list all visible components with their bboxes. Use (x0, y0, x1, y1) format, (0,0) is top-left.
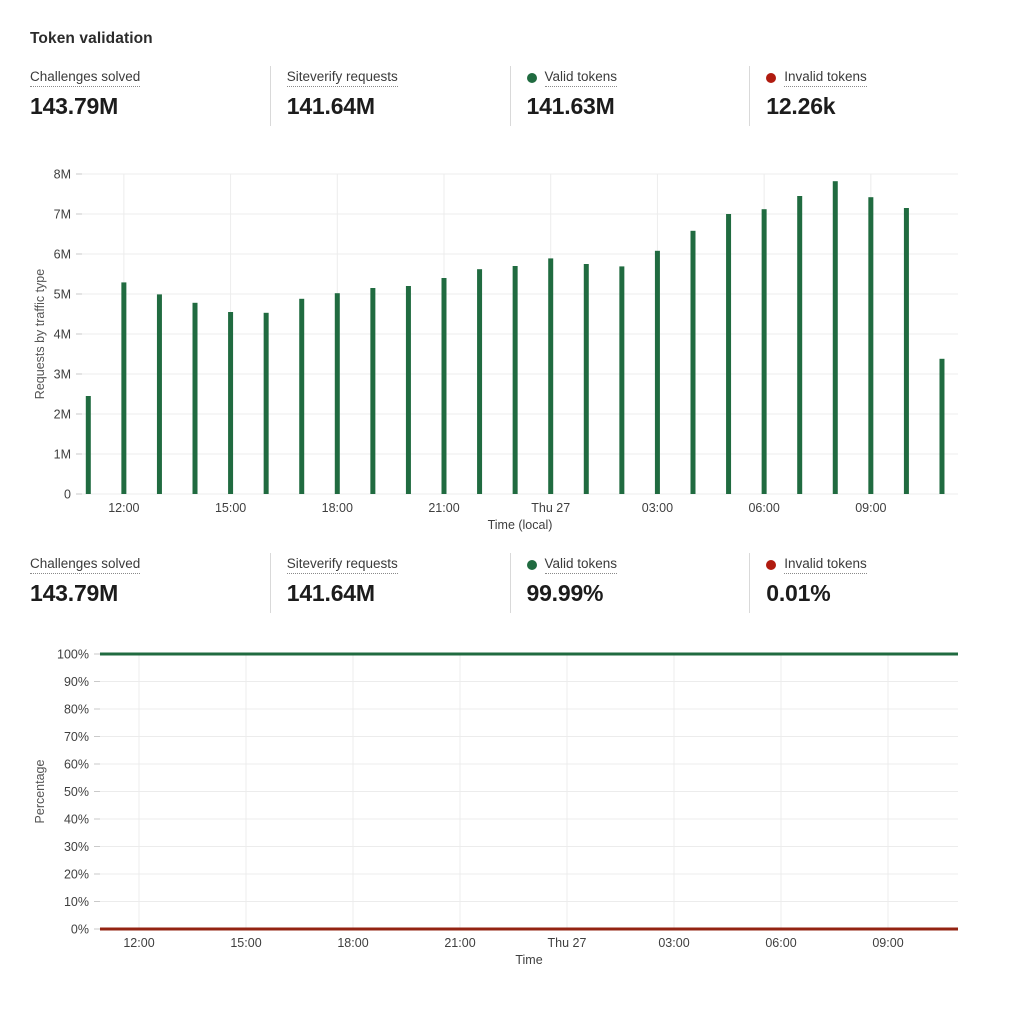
bar (228, 312, 234, 494)
bar (690, 230, 696, 495)
stat-card-siteverify-requests: Siteverify requests 141.64M (269, 66, 510, 126)
bar (726, 214, 732, 494)
stat-card-invalid-tokens: Invalid tokens 12.26k (749, 66, 989, 126)
stat-label[interactable]: Valid tokens (544, 69, 618, 87)
axis-text: 100% (57, 648, 89, 662)
axis-text: 12:00 (123, 936, 154, 950)
axis-text: Thu 27 (531, 501, 570, 515)
stat-value: 12.26k (766, 93, 836, 119)
stat-value: 141.64M (286, 93, 375, 119)
bar (477, 269, 483, 494)
bar (121, 282, 127, 494)
invalid-tokens-dot-icon (766, 73, 777, 83)
bar (299, 298, 305, 494)
axis-text: Time (local) (488, 518, 553, 532)
percentage-line-chart: 0% 10% 20% 30% 40% 50% 60% 70% 80% 90% 100% 12:00 15… (33, 648, 958, 967)
axis-text: Time (515, 953, 542, 967)
axis-text: 0% (71, 923, 89, 937)
bar (903, 208, 909, 494)
axis-text: 18:00 (322, 501, 353, 515)
axis-text: 0 (64, 488, 71, 502)
stat-label[interactable]: Valid tokens (544, 556, 618, 574)
axis-text: 21:00 (428, 501, 459, 515)
bar (832, 181, 838, 494)
axis-text: 60% (64, 758, 89, 772)
stat-value: 143.79M (30, 93, 119, 119)
stat-value: 0.01% (766, 580, 831, 606)
axis-text: 03:00 (658, 936, 689, 950)
bar (548, 258, 554, 494)
stat-value: 99.99% (526, 580, 604, 606)
traffic-bar-chart: 0 1M 2M 3M 4M 5M 6M 7M 8M 12:00 15:00 18:00 21:00 Thu… (33, 168, 958, 532)
axis-text: 06:00 (748, 501, 779, 515)
axis-text: 2M (54, 408, 71, 422)
stat-label[interactable]: Siteverify requests (286, 69, 398, 87)
stat-card-valid-tokens: Valid tokens 99.99% (509, 553, 750, 613)
stat-card-invalid-tokens: Invalid tokens 0.01% (749, 553, 989, 613)
invalid-tokens-dot-icon (766, 560, 777, 570)
axis-text: 06:00 (765, 936, 796, 950)
axis-text: 5M (54, 288, 71, 302)
axis-text: 03:00 (642, 501, 673, 515)
bar (761, 209, 767, 494)
stat-label[interactable]: Challenges solved (30, 69, 141, 87)
stat-label[interactable]: Challenges solved (30, 556, 141, 574)
stat-value: 141.64M (286, 580, 375, 606)
bar (939, 358, 945, 494)
stat-card-challenges-solved: Challenges solved 143.79M (30, 553, 270, 613)
stat-label[interactable]: Invalid tokens (784, 69, 867, 87)
stat-label[interactable]: Siteverify requests (286, 556, 398, 574)
stat-card-siteverify-requests: Siteverify requests 141.64M (269, 553, 510, 613)
axis-text: 80% (64, 703, 89, 717)
bar (156, 294, 162, 494)
valid-tokens-dot-icon (526, 560, 537, 570)
bar (405, 286, 411, 494)
bar (192, 302, 198, 494)
stat-value: 143.79M (30, 580, 119, 606)
bar (263, 312, 269, 494)
axis-text: 21:00 (444, 936, 475, 950)
page-title: Token validation (30, 30, 153, 47)
y-axis-title: Requests by traffic type (33, 269, 47, 399)
axis-text: 09:00 (872, 936, 903, 950)
axis-text: 70% (64, 730, 89, 744)
axis-text: Thu 27 (548, 936, 587, 950)
stat-label[interactable]: Invalid tokens (784, 556, 867, 574)
bar (619, 266, 625, 494)
stat-card-challenges-solved: Challenges solved 143.79M (30, 66, 270, 126)
axis-text: 6M (54, 248, 71, 262)
stats-row-percentages: Challenges solved 143.79M Siteverify req… (30, 553, 989, 613)
axis-text: 8M (54, 168, 71, 182)
axis-text: 30% (64, 840, 89, 854)
stat-value: 141.63M (526, 93, 615, 119)
axis-text: 12:00 (108, 501, 139, 515)
axis-text: 7M (54, 208, 71, 222)
axis-text: 10% (64, 895, 89, 909)
bar (441, 278, 447, 494)
axis-text: 3M (54, 368, 71, 382)
axis-text: 20% (64, 868, 89, 882)
bar (583, 264, 589, 494)
axis-text: 4M (54, 328, 71, 342)
stat-card-valid-tokens: Valid tokens 141.63M (509, 66, 750, 126)
bar (370, 288, 376, 494)
bar (512, 266, 518, 494)
bar (334, 293, 340, 494)
bar (797, 196, 803, 494)
axis-text: 18:00 (337, 936, 368, 950)
y-axis-title: Percentage (33, 759, 47, 823)
axis-text: 1M (54, 448, 71, 462)
bar (654, 250, 660, 494)
axis-text: 90% (64, 675, 89, 689)
axis-text: 15:00 (230, 936, 261, 950)
stats-row-counts: Challenges solved 143.79M Siteverify req… (30, 66, 989, 126)
axis-text: 50% (64, 785, 89, 799)
axis-text: 09:00 (855, 501, 886, 515)
bar (85, 396, 91, 494)
valid-tokens-dot-icon (526, 73, 537, 83)
axis-text: 40% (64, 813, 89, 827)
bar (868, 197, 874, 494)
token-validation-panel: Token validation Challenges solved 143.7… (30, 30, 989, 967)
axis-text: 15:00 (215, 501, 246, 515)
